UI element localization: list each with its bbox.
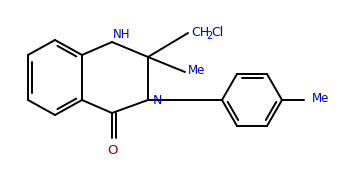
- Text: O: O: [108, 144, 118, 156]
- Text: NH: NH: [113, 29, 131, 41]
- Text: N: N: [152, 94, 162, 107]
- Text: CH: CH: [191, 26, 209, 38]
- Text: 2: 2: [206, 31, 212, 41]
- Text: Me: Me: [188, 65, 206, 78]
- Text: Me: Me: [312, 93, 329, 106]
- Text: Cl: Cl: [211, 26, 223, 38]
